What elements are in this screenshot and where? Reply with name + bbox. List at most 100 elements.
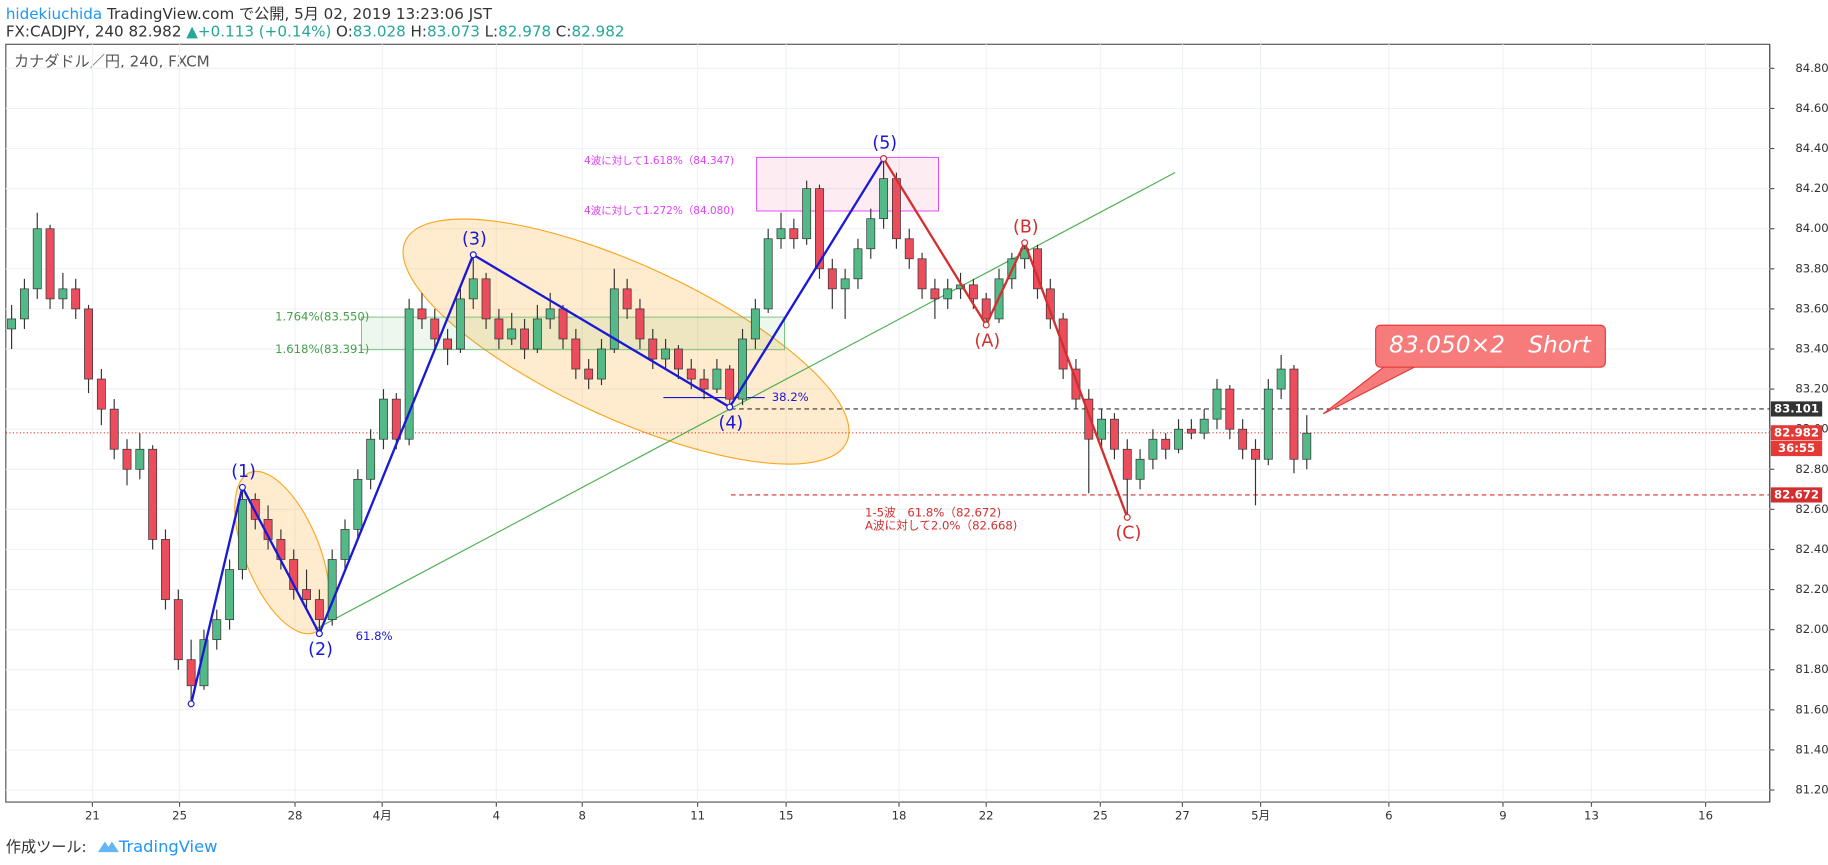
candle-body [520,328,529,350]
candle-body [981,298,991,320]
wave-point [982,321,990,329]
x-tick-label: 8 [579,809,586,823]
candle-body [417,308,427,320]
wave-label: (B) [1013,218,1039,238]
candle-body [443,338,453,350]
wave-point [315,630,323,638]
y-tick-label: 83.200 [1795,382,1828,396]
x-tick-label: 5月 [1251,809,1270,823]
candle-body [968,284,978,300]
y-tick-label: 84.800 [1795,61,1828,75]
candle-body [1071,368,1081,400]
price-tag [1770,425,1823,441]
fib-label: 4波に対して1.272%（84.080) [584,204,734,217]
header-line2: FX:CADJPY, 240 82.982 ▲+0.113 (+0.14%) O:… [6,22,625,40]
candle-body [558,308,568,340]
y-tick-label: 82.600 [1795,502,1828,516]
candle-body [699,378,709,390]
candle-body [84,308,93,380]
candle-body [1084,398,1094,440]
wave-label: (5) [872,133,897,153]
y-tick-label: 82.200 [1795,582,1828,596]
candle-body [622,288,632,310]
candle-body [1045,288,1055,320]
candle-body [430,318,440,340]
candle-body [507,328,517,340]
published: TradingView.com で公開, 5月 02, 2019 13:23:0… [102,4,493,22]
ohlc-key: C: [556,22,572,40]
fib-label: 1.764%(83.550) [275,310,369,324]
candle-body [597,348,606,380]
candle-body [45,228,55,300]
candle-body [1148,438,1158,460]
price-tag [1770,401,1823,417]
candle-body [750,308,760,340]
fib-label: 61.8% [356,629,393,643]
x-tick-label: 25 [1093,809,1108,823]
y-tick-label: 83.600 [1795,301,1828,315]
x-tick-label: 21 [85,809,100,823]
x-tick-label: 13 [1584,809,1599,823]
candle-body [404,308,414,440]
candle-body [1302,432,1312,460]
candle-body [32,228,42,290]
price-tag-label: 83.101 [1774,401,1819,415]
candle-body [1135,458,1145,480]
candle-body [738,338,747,400]
author: hidekiuchida [6,4,102,22]
wave-point [1123,513,1131,521]
y-tick-label: 83.800 [1795,261,1828,275]
trend-line [314,172,1176,631]
fib-label: 4波に対して1.618%（84.347) [584,154,734,167]
y-tick-label: 82.000 [1795,622,1828,636]
wave-point [1021,239,1029,247]
candle-body [609,288,619,350]
y-tick-label: 84.400 [1795,141,1828,155]
brand-logo [97,841,119,853]
candle-body [532,318,542,350]
candle-body [109,408,119,450]
candle-body [468,278,478,300]
wave-point [187,700,195,708]
correction-line [882,157,1129,518]
wave-point [238,483,246,491]
candle-body [173,599,183,661]
y-tick-label: 84.200 [1795,181,1828,195]
x-tick-label: 22 [979,809,994,823]
legend: カナダドル／円, 240, FXCM [14,52,210,70]
candle-body [1238,428,1248,450]
countdown: 36:55 [1778,441,1815,455]
candle-body [584,368,594,380]
ohlc-key: H: [410,22,427,40]
candle-body [212,619,222,641]
x-tick-label: 4 [493,809,500,823]
candle-body [455,298,465,350]
x-tick-label: 28 [288,809,303,823]
candle-body [648,338,658,360]
candle-body [161,539,170,600]
wave-label: (2) [308,640,333,660]
candle-body [789,228,799,240]
price-tag-label: 82.672 [1774,487,1819,501]
candle-body [186,659,196,687]
candle-body [302,589,311,600]
candle-body [1122,448,1132,480]
wave-label: (3) [462,230,487,250]
fib-label: 38.2% [772,390,809,404]
candle-body [866,218,876,250]
candle-body [686,368,696,380]
wave-point [726,403,734,411]
x-tick-label: 16 [1698,809,1713,823]
fib-label: 1-5波 61.8%（82.672) [865,505,1001,519]
candle-body [904,238,914,260]
fib-label: 1.618%(83.391) [275,342,369,356]
candle-body [237,498,247,570]
candle-body [340,529,350,560]
ohlc-value: 82.978 [498,22,551,40]
y-tick-label: 82.400 [1795,542,1828,556]
candle-body [545,308,555,320]
candle-body [1251,448,1260,460]
grid [5,44,1770,803]
callout-box [1375,324,1606,368]
